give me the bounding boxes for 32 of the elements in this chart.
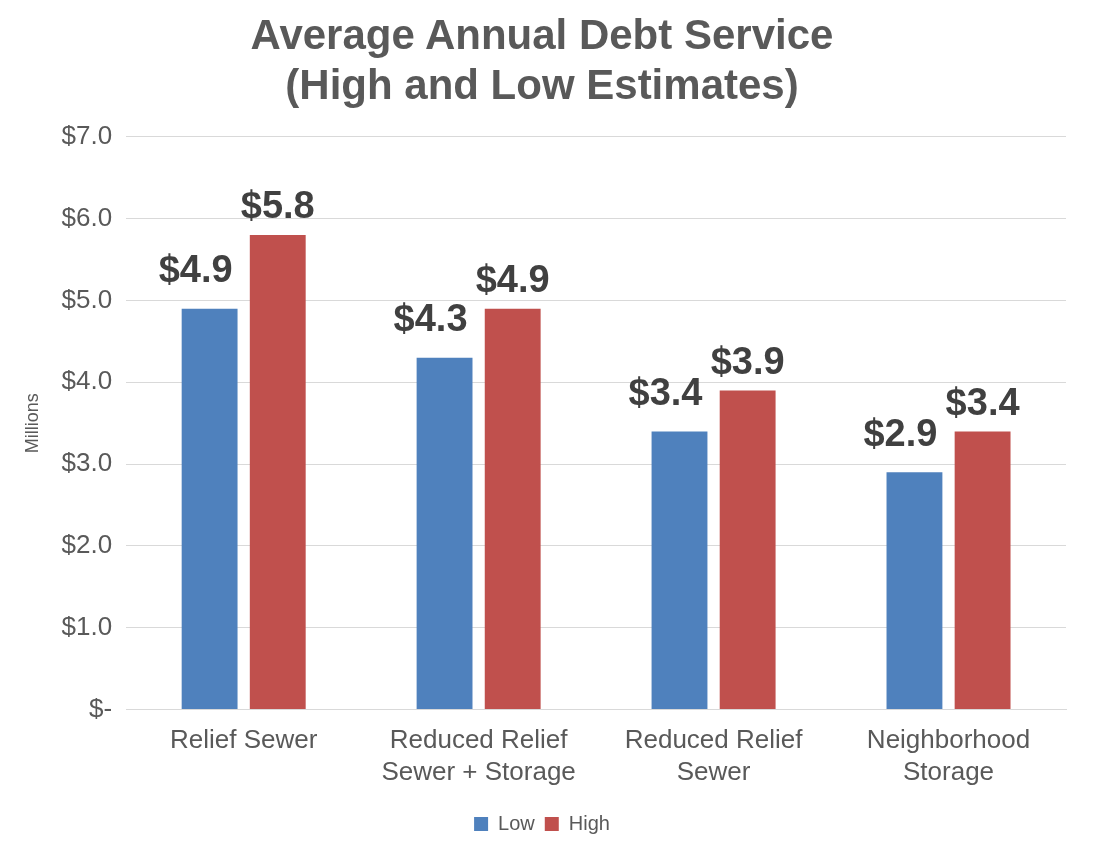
x-tick-label: Neighborhood Storage: [866, 724, 1031, 786]
y-tick-label: $2.0: [61, 529, 113, 560]
y-tick-label: $1.0: [61, 610, 113, 641]
y-tick-label: $6.0: [61, 201, 113, 232]
data-label: $4.3: [393, 297, 468, 340]
chart-title: Average Annual Debt Service (High and Low Estimates): [250, 10, 834, 109]
y-tick-label: $4.0: [61, 365, 113, 396]
data-label: $5.8: [240, 184, 315, 227]
legend-label: Low: [498, 811, 536, 834]
data-label: $3.4: [628, 370, 703, 413]
data-label: $4.9: [158, 248, 233, 291]
bar: [249, 234, 306, 710]
x-tick-label: Relief Sewer: [169, 724, 318, 755]
bar: [416, 357, 473, 710]
data-label: $4.9: [475, 258, 550, 301]
x-tick-label: Reduced Relief Sewer: [624, 724, 804, 786]
data-label: $2.9: [863, 411, 938, 454]
y-tick-label: $3.0: [61, 447, 113, 478]
y-tick-label: $5.0: [61, 283, 113, 314]
bar: [886, 472, 943, 710]
x-tick-label: Reduced Relief Sewer + Storage: [381, 724, 576, 786]
data-label: $3.9: [710, 339, 785, 382]
bar: [181, 308, 238, 710]
data-label: $3.4: [945, 380, 1020, 423]
bar: [651, 431, 708, 710]
bar: [484, 308, 541, 710]
legend-label: High: [568, 811, 610, 834]
y-tick-label: $7.0: [61, 119, 113, 150]
y-tick-label: $-: [89, 692, 113, 723]
y-axis-title: Millions: [21, 393, 42, 454]
bar: [954, 431, 1011, 710]
bar: [719, 390, 776, 710]
